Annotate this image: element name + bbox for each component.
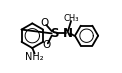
Text: N: N bbox=[63, 27, 73, 40]
Text: O: O bbox=[41, 18, 49, 28]
Text: S: S bbox=[50, 27, 58, 40]
Text: CH₃: CH₃ bbox=[63, 14, 79, 23]
Text: O: O bbox=[42, 40, 50, 50]
Text: NH₂: NH₂ bbox=[25, 51, 44, 61]
